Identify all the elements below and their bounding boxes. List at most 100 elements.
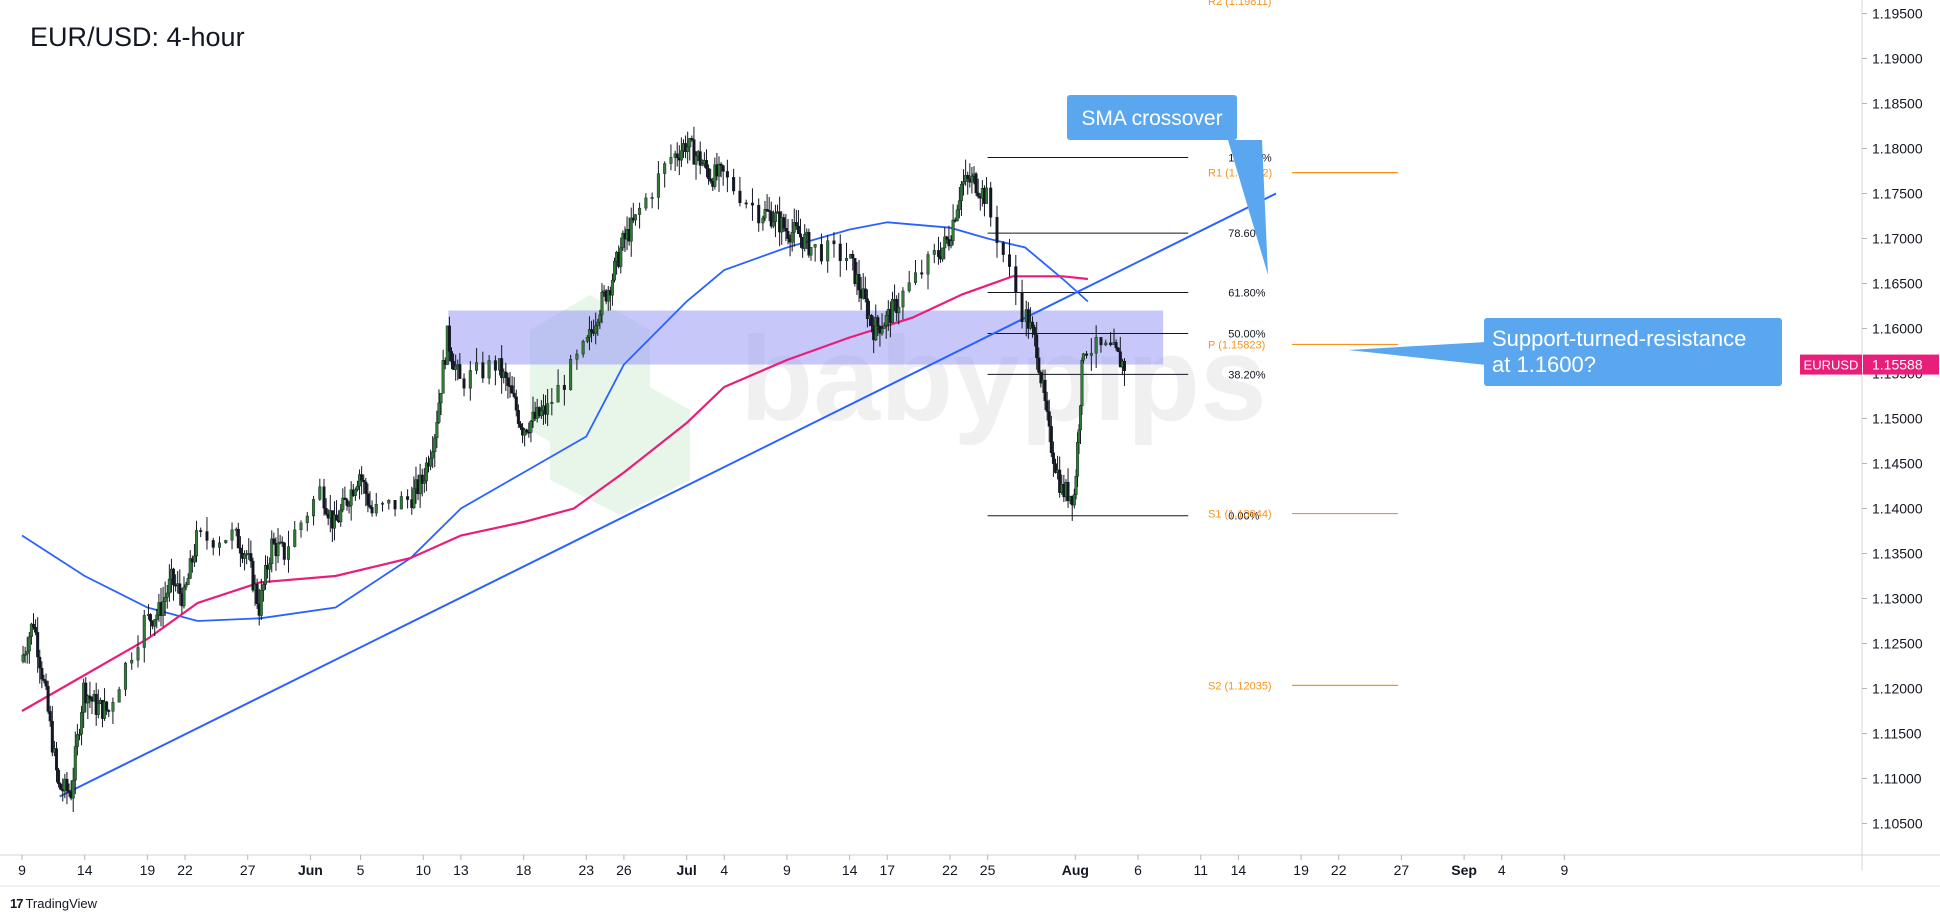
candle-body	[1122, 360, 1126, 371]
candle-body	[955, 209, 959, 221]
candle-body	[865, 298, 869, 319]
fib-level-label: 0.00%	[1228, 511, 1259, 523]
candle-body	[341, 497, 345, 511]
sma-crossover-box	[1067, 95, 1237, 140]
candle	[40, 661, 44, 689]
candle	[149, 613, 153, 636]
candle-body	[732, 177, 736, 192]
candle	[638, 202, 642, 229]
candle	[719, 162, 723, 178]
candle	[282, 542, 286, 566]
candle	[709, 168, 713, 184]
candle-body	[792, 222, 796, 233]
candle	[205, 517, 209, 550]
candle	[27, 631, 31, 664]
x-tick-label: 10	[415, 862, 431, 878]
candle	[38, 649, 42, 684]
candle	[1043, 369, 1047, 410]
candle	[362, 474, 366, 494]
candle-body	[105, 701, 109, 711]
candle	[46, 680, 50, 714]
candle	[88, 681, 92, 709]
candle	[619, 237, 623, 274]
candle-body	[374, 503, 378, 514]
y-tick-label: 1.12500	[1872, 636, 1923, 652]
candle	[73, 731, 77, 795]
candle	[31, 613, 35, 630]
candle-body	[1020, 292, 1024, 323]
candle	[364, 477, 368, 507]
candle-body	[86, 695, 90, 704]
candle-body	[613, 261, 617, 281]
candle-body	[349, 489, 353, 506]
candle	[188, 550, 192, 579]
candle	[433, 434, 437, 468]
candle-body	[1094, 337, 1098, 354]
candle	[989, 181, 993, 227]
y-tick-label: 1.14000	[1872, 501, 1923, 517]
y-tick-label: 1.16500	[1872, 276, 1923, 292]
candle	[951, 204, 955, 246]
candle	[895, 295, 899, 322]
candle-body	[870, 315, 874, 326]
candle	[1037, 347, 1041, 375]
candle	[725, 159, 729, 193]
candle	[621, 230, 625, 251]
candle-body	[1118, 351, 1122, 368]
candle-body	[725, 171, 729, 178]
candle-body	[59, 783, 63, 790]
candle	[966, 171, 970, 195]
candle	[974, 172, 978, 196]
candle	[556, 369, 560, 403]
candle	[985, 177, 989, 204]
candle	[358, 469, 362, 500]
candle	[901, 287, 905, 320]
candle	[195, 520, 199, 563]
candle	[458, 353, 462, 379]
candle-body	[679, 150, 683, 161]
candle	[598, 309, 602, 330]
candle	[21, 645, 25, 664]
candle	[514, 389, 518, 417]
candle	[67, 783, 71, 797]
candle	[462, 373, 466, 397]
candle	[853, 258, 857, 287]
candle	[487, 355, 491, 385]
candle	[790, 218, 794, 252]
candle	[613, 257, 617, 283]
candle	[345, 497, 349, 511]
candle-body	[826, 240, 830, 262]
candle-body	[863, 288, 867, 300]
candle-body	[44, 680, 48, 687]
candle	[1008, 238, 1012, 277]
x-tick-label: 22	[177, 862, 193, 878]
candle-body	[420, 474, 424, 484]
x-tick-label: Sep	[1451, 862, 1477, 878]
candle	[845, 242, 849, 271]
candle	[686, 131, 690, 164]
candle-body	[305, 515, 309, 524]
x-tick-label: 18	[516, 862, 532, 878]
candle	[1116, 346, 1120, 353]
candle-body	[136, 647, 140, 661]
candle	[590, 320, 594, 343]
candle	[184, 581, 188, 591]
candle	[437, 389, 441, 424]
candle-body	[876, 317, 880, 327]
candle-body	[441, 360, 445, 394]
candle	[786, 219, 790, 245]
candle-body	[813, 244, 817, 248]
candle	[332, 501, 336, 541]
candle	[539, 400, 543, 420]
candle-body	[481, 362, 485, 379]
candle	[50, 706, 54, 757]
candle	[880, 313, 884, 336]
candle-body	[251, 560, 255, 591]
candle	[454, 354, 458, 381]
candle-body	[951, 219, 955, 241]
candle-body	[581, 340, 585, 355]
candle-body	[149, 614, 153, 622]
tradingview-mark: 17	[10, 896, 24, 911]
candle	[698, 141, 702, 175]
candle-body	[596, 321, 600, 327]
